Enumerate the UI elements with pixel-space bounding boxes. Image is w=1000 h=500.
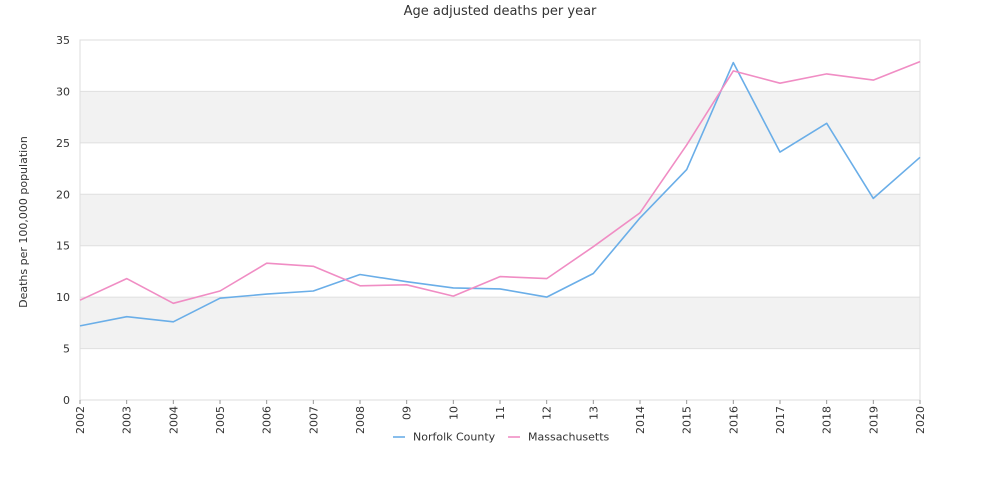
series-line-massachusetts [79, 60, 921, 305]
grid-band [80, 91, 920, 143]
x-tick-label: 2004 [167, 406, 180, 434]
x-tick-label: 2006 [261, 406, 274, 434]
y-tick-label: 25 [56, 137, 70, 150]
y-tick-label: 10 [56, 291, 70, 304]
x-tick-label: 2007 [307, 406, 320, 434]
chart-title: Age adjusted deaths per year [403, 4, 597, 19]
x-tick-label: 2020 [914, 406, 927, 434]
grid-band [80, 194, 920, 246]
x-tick-label: 2008 [354, 406, 367, 434]
y-tick-label: 20 [56, 188, 70, 201]
x-tick-label: 2018 [821, 406, 834, 434]
x-tick-label: 2019 [867, 406, 880, 434]
x-tick-label: 2015 [681, 406, 694, 434]
series-line-norfolk-county [79, 61, 921, 327]
x-tick-label: 13 [587, 406, 600, 420]
legend-label-massachusetts: Massachusetts [528, 431, 610, 444]
y-axis-label: Deaths per 100,000 population [17, 136, 30, 308]
x-tick-label: 11 [494, 406, 507, 420]
y-tick-label: 5 [63, 343, 70, 356]
x-tick-label: 12 [541, 406, 554, 420]
x-tick-label: 09 [401, 406, 414, 420]
x-tick-label: 10 [447, 406, 460, 420]
y-tick-label: 35 [56, 34, 70, 47]
legend-label-norfolk-county: Norfolk County [413, 431, 496, 444]
y-tick-label: 0 [63, 394, 70, 407]
x-tick-label: 2014 [634, 406, 647, 434]
y-tick-label: 15 [56, 240, 70, 253]
x-tick-label: 2003 [121, 406, 134, 434]
y-tick-label: 30 [56, 85, 70, 98]
x-tick-label: 2017 [774, 406, 787, 434]
x-tick-label: 2016 [727, 406, 740, 434]
grid-band [80, 297, 920, 349]
x-tick-label: 2005 [214, 406, 227, 434]
x-tick-label: 2002 [74, 406, 87, 434]
